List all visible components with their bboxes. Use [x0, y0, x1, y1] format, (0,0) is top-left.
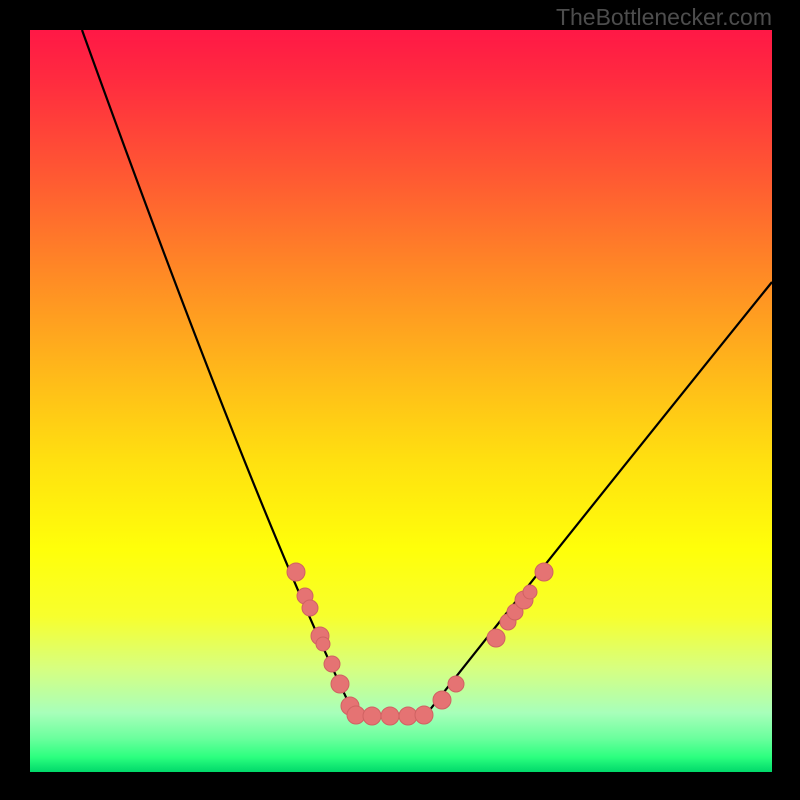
heat-background: [30, 30, 772, 772]
chart-stage: TheBottlenecker.com: [0, 0, 800, 800]
watermark-text: TheBottlenecker.com: [556, 4, 772, 31]
